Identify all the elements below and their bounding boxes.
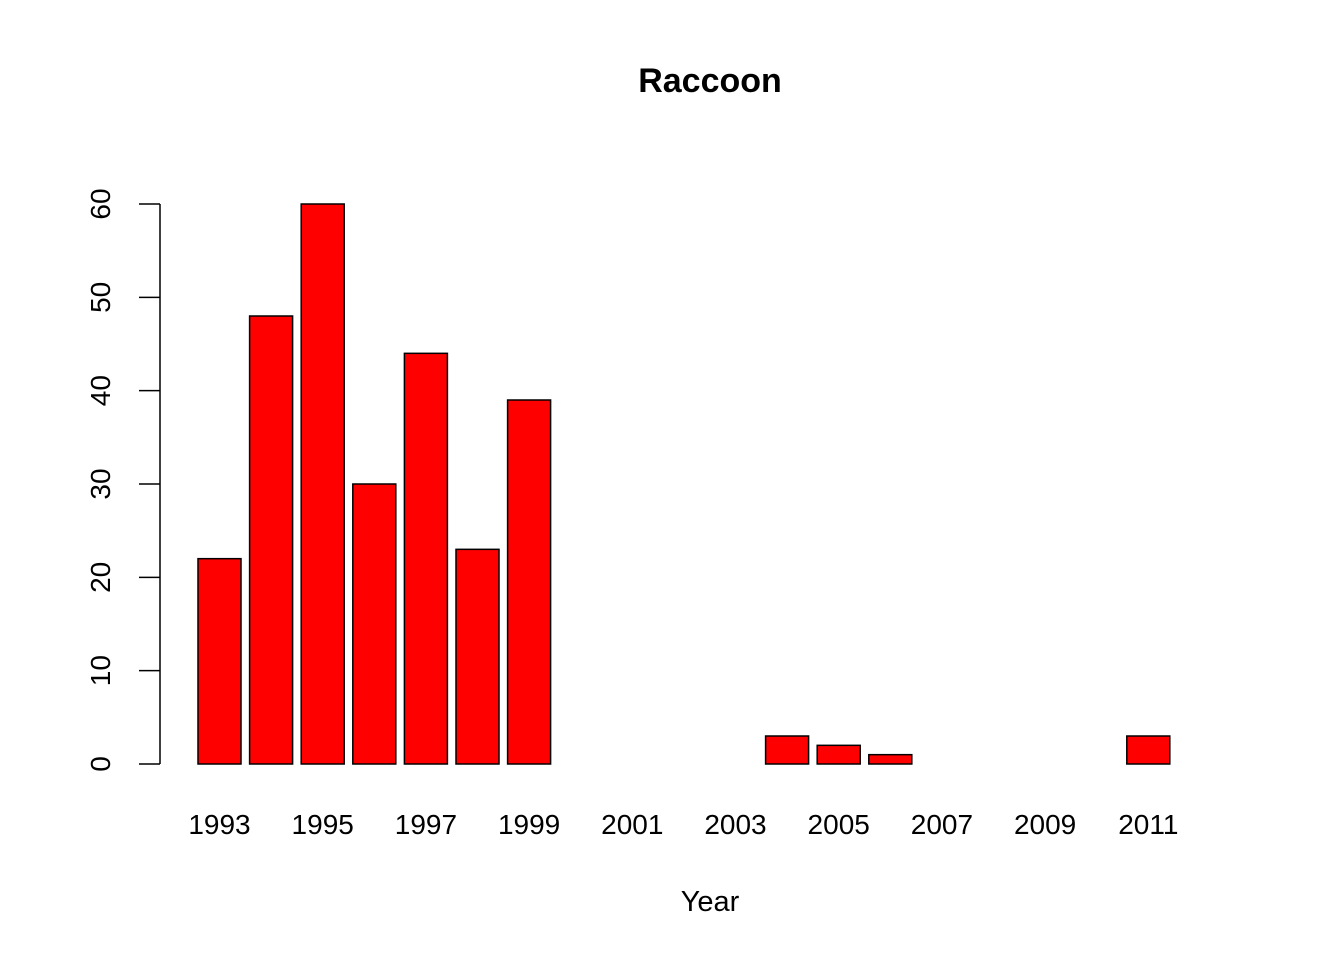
y-tick-label-40: 40	[85, 375, 116, 406]
bar-1999	[506, 399, 552, 765]
x-tick-label-1995: 1995	[292, 809, 354, 840]
x-tick-label-1999: 1999	[498, 809, 560, 840]
bar-2011	[1126, 735, 1171, 765]
x-tick-label-2003: 2003	[704, 809, 766, 840]
y-tick-label-10: 10	[85, 655, 116, 686]
x-axis-label: Year	[681, 886, 740, 918]
bar-2006	[868, 753, 913, 765]
bar-1997	[403, 352, 449, 765]
bar-1998	[455, 548, 500, 765]
bar-2005	[816, 744, 861, 765]
bar-1994	[248, 315, 294, 765]
bar-1996	[352, 483, 397, 765]
x-tick-label-2005: 2005	[808, 809, 870, 840]
x-tick-label-2001: 2001	[601, 809, 663, 840]
y-axis: 0 10 20 30 40 50 60	[85, 188, 161, 772]
x-axis-tick-labels: 1993 1995 1997 1999 2001 2003 2005 2007 2009 2011	[188, 809, 1178, 840]
x-tick-label-2007: 2007	[911, 809, 973, 840]
x-tick-label-1997: 1997	[395, 809, 457, 840]
y-tick-label-30: 30	[85, 468, 116, 499]
bar-2004	[764, 735, 810, 765]
bar-1995	[300, 203, 345, 765]
y-tick-label-60: 60	[85, 188, 116, 219]
y-tick-label-50: 50	[85, 282, 116, 313]
bar-1993	[197, 557, 242, 765]
x-tick-label-2009: 2009	[1014, 809, 1076, 840]
x-tick-label-1993: 1993	[188, 809, 250, 840]
y-tick-label-0: 0	[85, 756, 116, 772]
x-tick-label-2011: 2011	[1118, 809, 1178, 840]
chart-title: Raccoon	[638, 62, 782, 100]
bars-group	[197, 203, 1171, 765]
y-tick-label-20: 20	[85, 562, 116, 593]
